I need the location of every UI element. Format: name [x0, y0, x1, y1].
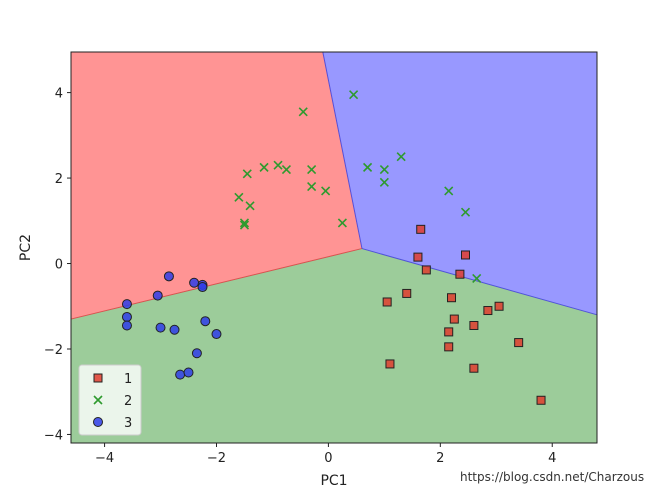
data-point-class-3: [183, 367, 194, 378]
y-axis-ticks: −4 −2 0 2 4: [44, 87, 71, 443]
plot-frame: [70, 51, 598, 444]
data-point-class-2: [472, 273, 482, 284]
region-class-1: [71, 248, 597, 443]
data-point-class-1: [536, 395, 546, 405]
region-class-3: [322, 52, 597, 315]
data-point-class-2: [273, 160, 283, 170]
data-point-class-1: [444, 327, 454, 337]
data-point-class-2: [259, 162, 269, 172]
data-point-class-1: [494, 301, 504, 311]
data-point-class-2: [349, 90, 359, 100]
data-point-class-1: [413, 252, 423, 262]
data-point-class-2: [444, 186, 454, 196]
legend-label-2: 2: [124, 394, 132, 409]
legend-marker-3: [93, 417, 103, 427]
data-point-class-3: [121, 299, 132, 310]
data-point-class-3: [121, 311, 132, 322]
data-point-class-1: [469, 320, 479, 330]
y-tick-label: −2: [44, 343, 63, 358]
data-point-class-2: [337, 218, 347, 228]
data-point-class-3: [175, 369, 186, 380]
data-point-class-3: [200, 316, 211, 327]
data-point-class-1: [514, 338, 524, 348]
data-point-class-1: [385, 359, 395, 369]
data-point-class-1: [469, 363, 479, 373]
data-point-class-3: [163, 271, 174, 282]
x-tick-label: 2: [436, 451, 444, 466]
data-point-class-1: [416, 224, 426, 234]
watermark-text: https://blog.csdn.net/Charzous: [460, 470, 645, 484]
data-point-class-1: [447, 293, 457, 303]
x-tick-label: 4: [548, 451, 556, 466]
legend-label-1: 1: [124, 372, 132, 387]
y-tick-label: 0: [55, 258, 63, 273]
data-point-class-3: [155, 322, 166, 333]
data-points: [121, 90, 546, 405]
data-point-class-2: [307, 164, 317, 175]
region-class-2: [71, 52, 362, 320]
data-point-class-2: [460, 207, 471, 217]
data-point-class-2: [396, 152, 406, 162]
data-point-class-2: [379, 164, 389, 175]
data-point-class-2: [298, 107, 308, 117]
x-axis-ticks: −4 −2 0 2 4: [95, 443, 556, 466]
data-point-class-2: [281, 164, 292, 175]
x-tick-label: 0: [324, 451, 332, 466]
data-point-class-1: [449, 314, 459, 324]
y-tick-label: 2: [55, 172, 63, 187]
y-axis-label: PC2: [18, 234, 34, 261]
y-tick-label: −4: [44, 428, 63, 443]
y-tick-label: 4: [55, 87, 63, 102]
x-axis-label: PC1: [320, 473, 347, 489]
data-point-class-1: [461, 250, 470, 260]
data-point-class-2: [239, 218, 250, 228]
data-point-class-2: [379, 177, 389, 187]
data-point-class-3: [189, 277, 200, 288]
data-point-class-2: [321, 186, 331, 196]
decision-regions: [71, 52, 597, 443]
legend-marker-1: [93, 373, 103, 383]
data-point-class-2: [245, 201, 255, 211]
x-tick-label: −4: [95, 451, 114, 466]
data-point-class-3: [211, 329, 222, 340]
data-point-class-1: [455, 269, 465, 279]
boundary-line: [70, 248, 363, 320]
legend: 1 2 3: [78, 364, 142, 436]
x-tick-label: −2: [207, 451, 226, 466]
data-point-class-3: [197, 282, 208, 293]
data-point-class-3: [121, 320, 132, 331]
legend-label-3: 3: [124, 416, 132, 431]
data-point-class-1: [444, 342, 454, 352]
data-point-class-2: [239, 220, 250, 230]
data-point-class-1: [402, 288, 412, 298]
data-point-class-2: [242, 169, 252, 179]
data-point-class-2: [307, 182, 317, 192]
data-point-class-2: [363, 162, 373, 172]
boundary-line: [322, 51, 363, 249]
legend-marker-2: [93, 395, 103, 405]
data-point-class-1: [483, 306, 493, 316]
data-point-class-1: [421, 265, 431, 275]
data-point-class-1: [382, 297, 392, 307]
data-point-class-3: [191, 348, 202, 359]
data-point-class-3: [169, 324, 180, 335]
data-point-class-3: [152, 290, 163, 301]
data-point-class-2: [234, 192, 244, 202]
